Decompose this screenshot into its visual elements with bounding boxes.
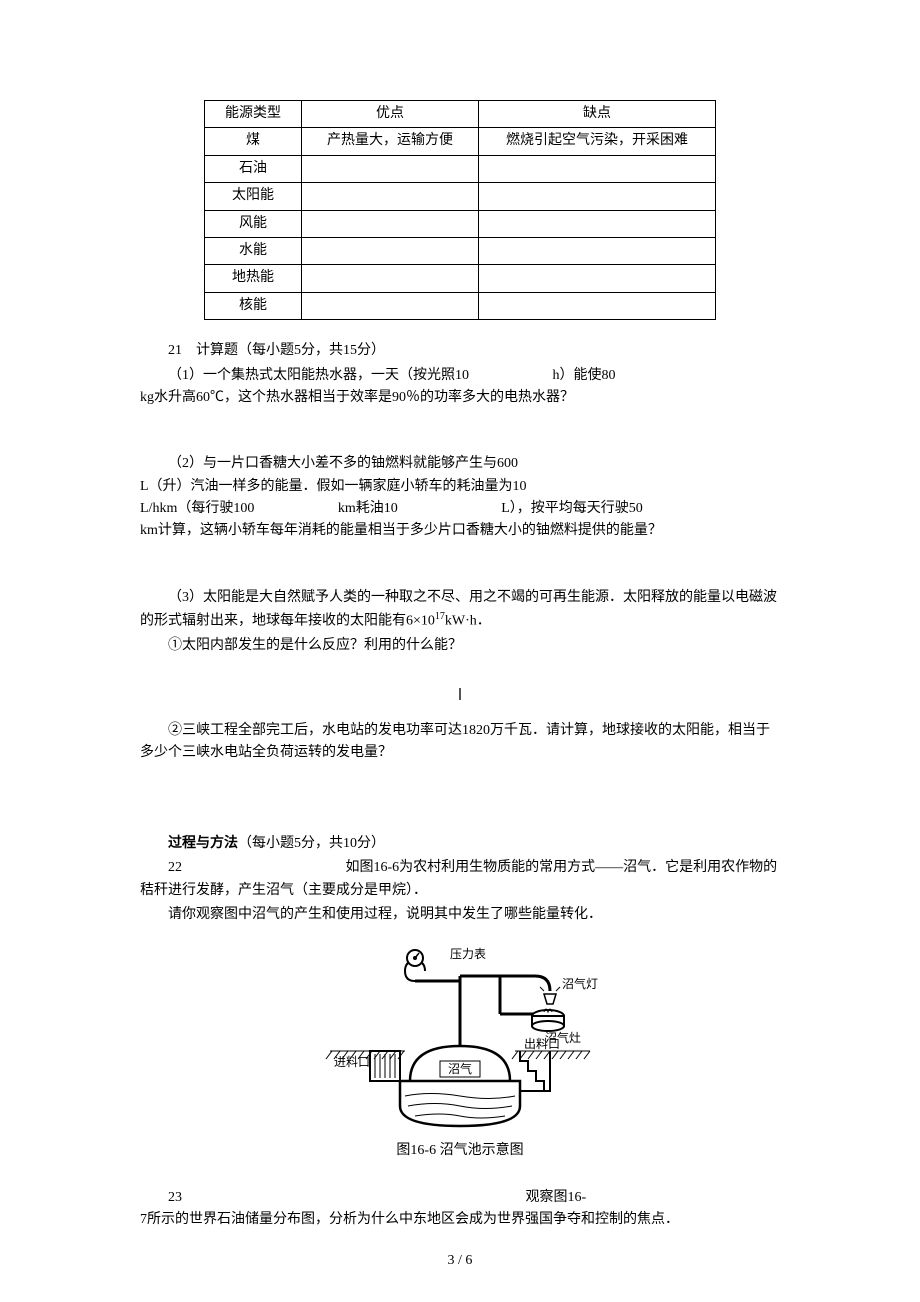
label-outlet: 出料口 <box>524 1037 560 1051</box>
figure-caption: 图16-6 沼气池示意图 <box>140 1140 780 1162</box>
table-row: 地热能 <box>205 265 716 292</box>
table-row: 煤 产热量大，运输方便 燃烧引起空气污染，开采困难 <box>205 128 716 155</box>
energy-table: 能源类型 优点 缺点 煤 产热量大，运输方便 燃烧引起空气污染，开采困难 石油 … <box>204 100 716 320</box>
q21-heading: 21 计算题（每小题5分，共15分） <box>140 340 780 362</box>
table-row: 太阳能 <box>205 183 716 210</box>
figure-16-6: 沼气 压力表 沼气灯 <box>140 936 780 1162</box>
label-lamp: 沼气灯 <box>562 976 598 991</box>
q22-line2: 请你观察图中沼气的产生和使用过程，说明其中发生了哪些能量转化． <box>140 904 780 926</box>
th-dis: 缺点 <box>479 101 716 128</box>
table-row: 风能 <box>205 210 716 237</box>
q22-text: 22 如图16-6为农村利用生物质能的常用方式——沼气．它是利用农作物的秸秆进行… <box>140 857 780 902</box>
label-gas: 沼气 <box>448 1061 472 1076</box>
q21-3-sub1: ①太阳内部发生的是什么反应？利用的什么能？ <box>140 635 780 657</box>
table-row: 水能 <box>205 237 716 264</box>
table-row: 核能 <box>205 292 716 319</box>
q23-text: 23 观察图16- 7所示的世界石油储量分布图，分析为什么中东地区会成为世界强国… <box>140 1187 780 1232</box>
table-row: 石油 <box>205 155 716 182</box>
q21-2: （2）与一片口香糖大小差不多的铀燃料就能够产生与600 L（升）汽油一样多的能量… <box>140 453 780 543</box>
q21-3-sub2: ②三峡工程全部完工后，水电站的发电功率可达1820万千瓦．请计算，地球接收的太阳… <box>140 720 780 765</box>
th-type: 能源类型 <box>205 101 302 128</box>
q21-3-intro: （3）太阳能是大自然赋予人类的一种取之不尽、用之不竭的可再生能源．太阳释放的能量… <box>140 587 780 633</box>
cursor-mark <box>140 686 780 708</box>
page-number: 3 / 6 <box>0 1250 920 1272</box>
label-gauge: 压力表 <box>450 947 486 961</box>
label-inlet: 进料口 <box>334 1055 370 1069</box>
q21-1: （1）一个集热式太阳能热水器，一天（按光照10 h）能使80 kg水升高60℃，… <box>140 365 780 410</box>
section2-heading: 过程与方法（每小题5分，共10分） <box>140 833 780 855</box>
th-adv: 优点 <box>302 101 479 128</box>
